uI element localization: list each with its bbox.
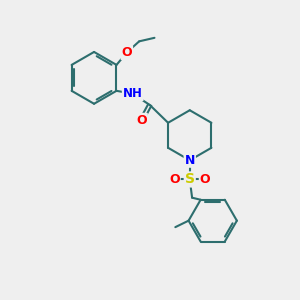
Text: NH: NH <box>123 87 142 100</box>
Text: O: O <box>122 46 132 59</box>
Text: O: O <box>169 173 180 186</box>
Text: O: O <box>200 173 210 186</box>
Text: N: N <box>184 154 195 167</box>
Text: S: S <box>185 172 195 186</box>
Text: O: O <box>136 114 147 127</box>
